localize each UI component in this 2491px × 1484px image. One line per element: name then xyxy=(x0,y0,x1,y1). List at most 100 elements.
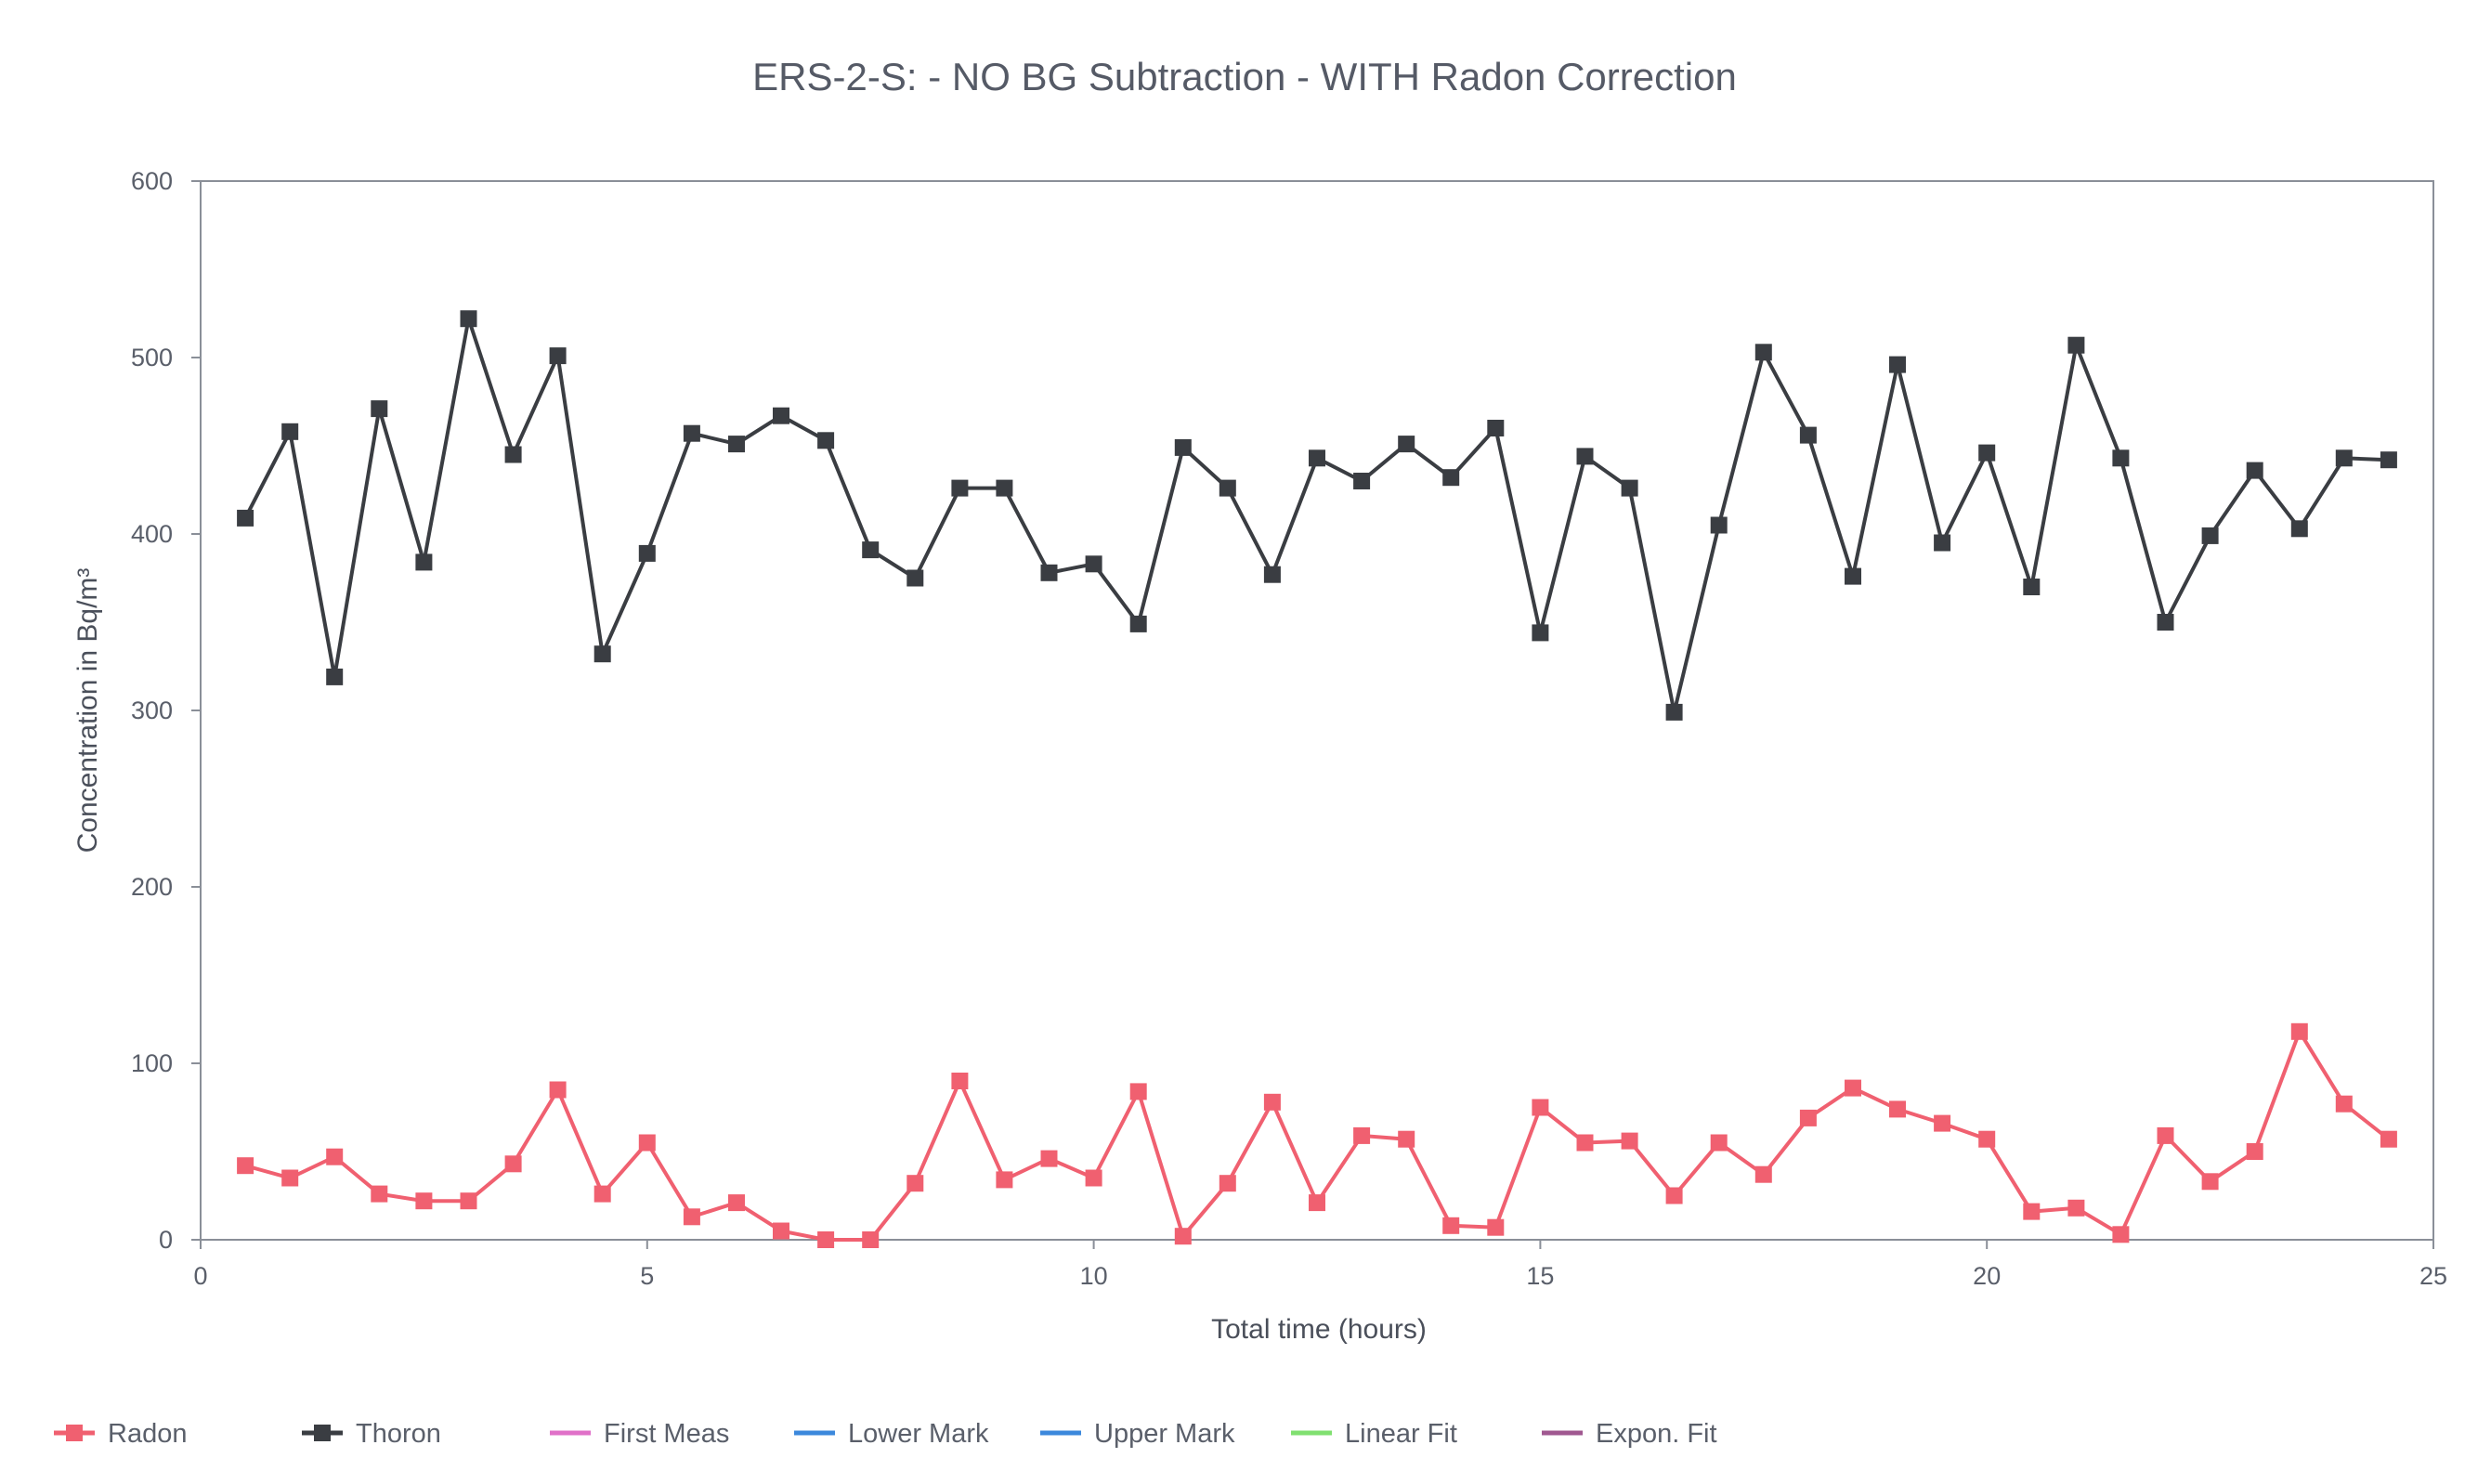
y-tick-label: 400 xyxy=(131,520,173,548)
legend-item-thoron: Thoron xyxy=(302,1419,441,1449)
radon-point xyxy=(683,1208,700,1226)
thoron-line xyxy=(243,318,2389,713)
x-tick-label: 15 xyxy=(1526,1262,1554,1290)
radon-point xyxy=(281,1169,299,1187)
x-axis-label: Total time (hours) xyxy=(1211,1314,1427,1345)
radon-point xyxy=(1845,1079,1861,1097)
radon-point xyxy=(1487,1218,1505,1236)
thoron-point xyxy=(415,553,433,571)
y-tick-label: 600 xyxy=(131,167,173,195)
radon-point xyxy=(2380,1130,2397,1148)
thoron-point xyxy=(549,347,567,365)
thoron-point xyxy=(2201,527,2219,544)
thoron-series xyxy=(237,310,2397,721)
radon-point xyxy=(2201,1173,2219,1191)
radon-point xyxy=(2023,1203,2041,1220)
thoron-point xyxy=(2380,451,2397,469)
thoron-point xyxy=(862,541,880,559)
thoron-point xyxy=(593,645,611,663)
radon-point xyxy=(728,1194,745,1212)
radon-point xyxy=(1978,1130,1996,1148)
thoron-point xyxy=(2246,462,2263,479)
radon-point xyxy=(638,1134,656,1152)
thoron-point xyxy=(1353,473,1371,489)
legend-label: Upper Mark xyxy=(1094,1419,1235,1449)
radon-point xyxy=(371,1185,388,1203)
thoron-point xyxy=(683,424,700,442)
radon-point xyxy=(1085,1169,1102,1187)
x-tick-label: 20 xyxy=(1973,1262,2001,1290)
thoron-point xyxy=(1040,564,1058,581)
radon-point xyxy=(2112,1226,2130,1243)
thoron-point xyxy=(2112,449,2130,467)
thoron-point xyxy=(773,407,789,424)
x-tick-label: 10 xyxy=(1080,1262,1108,1290)
thoron-point xyxy=(326,668,344,685)
radon-point xyxy=(1665,1187,1683,1204)
radon-point xyxy=(2246,1143,2263,1160)
thoron-point xyxy=(2157,614,2174,631)
radon-point xyxy=(1889,1100,1906,1118)
radon-point xyxy=(415,1192,433,1210)
thoron-point xyxy=(1576,448,1594,465)
y-tick-label: 0 xyxy=(159,1226,173,1254)
thoron-point xyxy=(1754,344,1772,361)
radon-point xyxy=(1353,1126,1371,1144)
thoron-point xyxy=(2023,579,2041,595)
radon-point xyxy=(773,1222,789,1240)
thoron-point xyxy=(1174,438,1192,456)
series-group xyxy=(237,310,2397,1248)
legend-marker xyxy=(66,1425,83,1441)
thoron-point xyxy=(1710,516,1728,534)
radon-point xyxy=(1442,1217,1460,1234)
y-tick-label: 100 xyxy=(131,1049,173,1077)
x-axis: 0 5 10 15 20 25 xyxy=(193,1240,2447,1290)
legend-item-linear-fit: Linear Fit xyxy=(1291,1419,1457,1449)
legend-label: Thoron xyxy=(356,1419,441,1449)
radon-point xyxy=(504,1155,522,1173)
thoron-point xyxy=(1621,479,1638,497)
y-tick-label: 200 xyxy=(131,873,173,901)
thoron-point xyxy=(1398,436,1415,453)
legend-label: Linear Fit xyxy=(1345,1419,1457,1449)
y-axis-label: Concentration in Bq/m³ xyxy=(72,568,103,853)
radon-point xyxy=(2290,1022,2308,1040)
thoron-point xyxy=(1889,356,1906,373)
radon-point xyxy=(1621,1132,1638,1150)
legend-marker xyxy=(314,1425,331,1441)
radon-point xyxy=(1219,1175,1236,1192)
radon-point xyxy=(1754,1165,1772,1183)
thoron-point xyxy=(1487,420,1505,436)
y-tick-label: 300 xyxy=(131,696,173,724)
radon-point xyxy=(1174,1228,1192,1245)
radon-point xyxy=(1576,1134,1594,1152)
thoron-point xyxy=(281,423,299,440)
legend-item-first-meas: First Meas xyxy=(550,1419,729,1449)
legend-label: Lower Mark xyxy=(848,1419,989,1449)
thoron-point xyxy=(2067,336,2085,354)
radon-point xyxy=(2067,1199,2085,1217)
radon-point xyxy=(1799,1109,1817,1126)
thoron-point xyxy=(1263,566,1281,583)
thoron-point xyxy=(1129,615,1147,632)
thoron-point xyxy=(1442,469,1460,487)
thoron-point xyxy=(1085,555,1102,573)
thoron-point xyxy=(237,509,254,527)
radon-point xyxy=(593,1185,611,1203)
x-tick-label: 0 xyxy=(193,1262,207,1290)
radon-point xyxy=(1040,1150,1058,1167)
thoron-point xyxy=(2290,520,2308,538)
thoron-point xyxy=(1845,567,1861,585)
thoron-point xyxy=(906,569,924,587)
radon-point xyxy=(326,1148,344,1165)
thoron-point xyxy=(996,479,1013,497)
legend-item-radon: Radon xyxy=(54,1419,187,1449)
radon-series xyxy=(237,1022,2397,1248)
radon-point xyxy=(862,1231,880,1248)
legend-label: Expon. Fit xyxy=(1596,1419,1717,1449)
x-tick-label: 25 xyxy=(2419,1262,2447,1290)
legend-label: First Meas xyxy=(604,1419,729,1449)
thoron-point xyxy=(1532,624,1549,642)
thoron-point xyxy=(728,436,745,453)
